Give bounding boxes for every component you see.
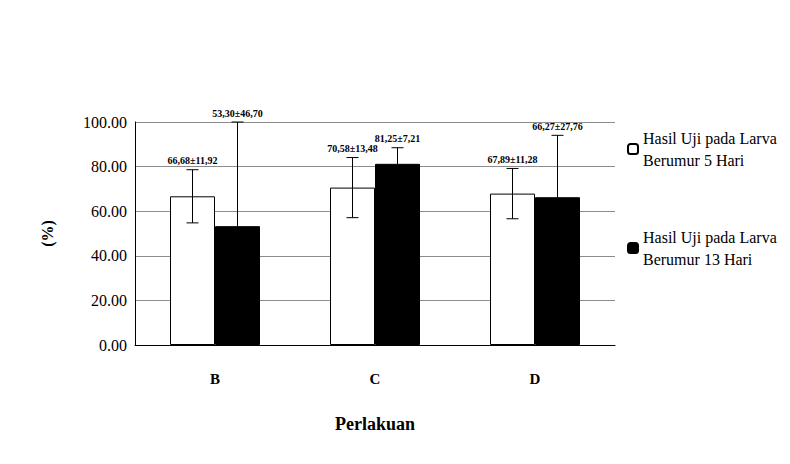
svg-text:67,89±11,28: 67,89±11,28: [488, 154, 538, 165]
svg-text:80.00: 80.00: [91, 158, 127, 175]
svg-text:Berumur 13 Hari: Berumur 13 Hari: [643, 251, 753, 268]
svg-text:60.00: 60.00: [91, 203, 127, 220]
svg-text:C: C: [370, 371, 381, 387]
svg-text:D: D: [530, 371, 541, 387]
svg-text:(%): (%): [39, 220, 57, 247]
svg-text:0.00: 0.00: [99, 337, 127, 354]
svg-text:Hasil Uji pada Larva: Hasil Uji pada Larva: [643, 229, 781, 247]
svg-text:B: B: [210, 371, 220, 387]
svg-text:40.00: 40.00: [91, 247, 127, 264]
svg-text:100.00: 100.00: [83, 114, 127, 131]
svg-text:Perlakuan: Perlakuan: [335, 414, 415, 434]
svg-text:66,68±11,92: 66,68±11,92: [168, 155, 218, 166]
svg-text:Berumur 5 Hari: Berumur 5 Hari: [643, 152, 745, 169]
svg-text:70,58±13,48: 70,58±13,48: [327, 143, 378, 154]
svg-text:Hasil Uji pada Larva: Hasil Uji pada Larva: [643, 130, 781, 148]
svg-text:20.00: 20.00: [91, 292, 127, 309]
svg-text:53,30±46,70: 53,30±46,70: [212, 108, 263, 119]
svg-text:81,25±7,21: 81,25±7,21: [375, 133, 421, 144]
svg-text:66,27±27,76: 66,27±27,76: [532, 121, 583, 132]
